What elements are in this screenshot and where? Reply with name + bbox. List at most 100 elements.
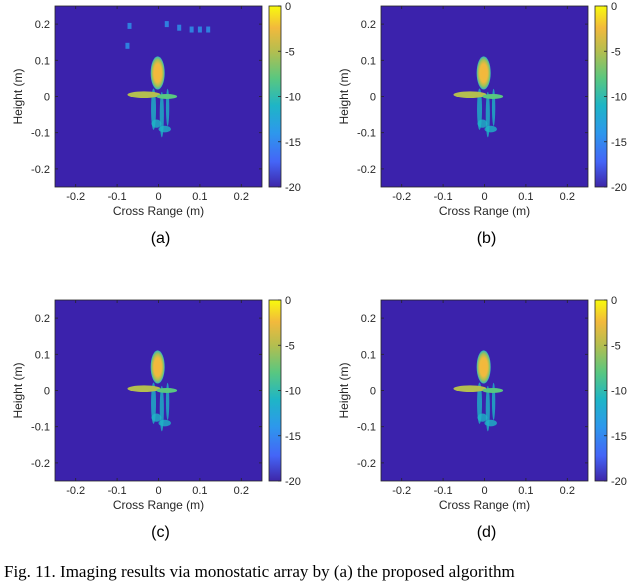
y-tick-label: 0 (44, 386, 50, 398)
y-tick-label: -0.2 (31, 164, 50, 176)
y-tick-label: 0 (370, 386, 376, 398)
echo-streak (151, 413, 162, 422)
y-tick-label: -0.2 (357, 164, 376, 176)
echo-arm (482, 94, 504, 99)
echo-arm (482, 388, 504, 393)
colorbar-tick-label: -5 (285, 46, 295, 58)
echo-arm (453, 91, 487, 99)
y-axis-label: Height (m) (337, 362, 351, 418)
target-image (127, 350, 178, 432)
x-tick-label: -0.1 (434, 485, 453, 497)
echo-streak (477, 413, 488, 422)
main-reflector (476, 350, 491, 384)
colorbar-tick-label: 0 (611, 1, 617, 13)
y-tick-label: 0.1 (35, 55, 50, 67)
subfigure-label: (a) (151, 230, 171, 247)
y-tick-label: 0 (370, 92, 376, 104)
y-axis-label: Height (m) (337, 68, 351, 124)
x-tick-label: 0 (155, 485, 161, 497)
x-tick-label: -0.2 (392, 485, 411, 497)
colorbar-tick-label: -5 (611, 46, 621, 58)
x-tick-label: 0 (155, 191, 161, 203)
x-tick-label: 0.2 (560, 191, 575, 203)
y-tick-label: 0.1 (361, 349, 376, 361)
figure-caption: Fig. 11. Imaging results via monostatic … (4, 562, 515, 581)
echo-streak (484, 419, 497, 427)
main-reflector (150, 56, 165, 90)
echo-arm (127, 385, 161, 393)
x-axis-label: Cross Range (m) (439, 204, 530, 218)
colorbar-tick-label: -15 (285, 431, 301, 443)
y-tick-label: -0.1 (357, 128, 376, 140)
clutter-point (189, 26, 194, 33)
colorbar-tick-label: -15 (611, 431, 627, 443)
colorbar-tick-label: 0 (611, 295, 617, 307)
colorbar-tick-label: -10 (285, 92, 301, 104)
clutter-point (164, 21, 169, 28)
panel-d: -0.2 -0.1 0 0.1 0.2 -0.2 -0.1 0 0.1 0.2 Cross Rang… (337, 295, 627, 541)
echo-streak (151, 119, 162, 128)
main-reflector (150, 350, 165, 384)
y-tick-label: 0.2 (361, 19, 376, 31)
target-image (453, 56, 504, 138)
x-tick-label: 0.1 (518, 485, 533, 497)
y-tick-label: 0.1 (361, 55, 376, 67)
y-tick-label: -0.2 (357, 458, 376, 470)
y-tick-label: -0.1 (31, 128, 50, 140)
panel-c: -0.2 -0.1 0 0.1 0.2 -0.2 -0.1 0 0.1 0.2 Cross Rang… (11, 295, 301, 541)
x-tick-label: 0.2 (234, 191, 249, 203)
colorbar-tick-label: -10 (611, 92, 627, 104)
x-tick-label: -0.1 (434, 191, 453, 203)
x-tick-label: -0.2 (66, 191, 85, 203)
echo-streak (158, 125, 171, 133)
clutter-point (127, 22, 132, 29)
x-tick-label: 0.2 (560, 485, 575, 497)
x-tick-label: 0 (481, 485, 487, 497)
echo-streak (158, 419, 171, 427)
clutter-point (197, 26, 202, 33)
echo-streak (151, 88, 157, 130)
x-tick-label: 0.1 (192, 191, 207, 203)
y-tick-label: 0.1 (35, 349, 50, 361)
colorbar-tick-label: -20 (285, 476, 301, 488)
x-axis-label: Cross Range (m) (439, 498, 530, 512)
colorbar-tick-label: 0 (285, 295, 291, 307)
sidelobe-clutter (125, 21, 211, 49)
echo-arm (453, 385, 487, 393)
y-tick-label: 0.2 (361, 313, 376, 325)
x-tick-label: 0.1 (518, 191, 533, 203)
x-tick-label: 0.2 (234, 485, 249, 497)
echo-streak (151, 382, 157, 424)
echo-streak (477, 119, 488, 128)
echo-streak (484, 125, 497, 133)
subfigure-label: (d) (477, 524, 497, 541)
y-axis-label: Height (m) (11, 68, 25, 124)
colorbar-tick-label: 0 (285, 1, 291, 13)
x-tick-label: -0.2 (392, 191, 411, 203)
main-reflector (476, 56, 491, 90)
colorbar-tick-label: -10 (285, 386, 301, 398)
clutter-point (125, 42, 130, 49)
colorbar-tick-label: -15 (611, 137, 627, 149)
y-tick-label: -0.2 (31, 458, 50, 470)
y-tick-label: 0.2 (35, 313, 50, 325)
target-image (127, 56, 178, 138)
x-axis-label: Cross Range (m) (113, 204, 204, 218)
echo-arm (156, 388, 178, 393)
colorbar-tick-label: -15 (285, 137, 301, 149)
colorbar-tick-label: -5 (611, 340, 621, 352)
x-tick-label: 0 (481, 191, 487, 203)
colorbar-tick-label: -20 (285, 182, 301, 194)
x-tick-label: -0.1 (108, 191, 127, 203)
panel-a: -0.2 -0.1 0 0.1 0.2 -0.2 -0.1 0 0.1 0.2 Cross Rang… (11, 1, 301, 247)
x-tick-label: -0.2 (66, 485, 85, 497)
y-tick-label: 0.2 (35, 19, 50, 31)
colorbar-tick-label: -20 (611, 476, 627, 488)
subfigure-label: (c) (151, 524, 170, 541)
y-axis-label: Height (m) (11, 362, 25, 418)
echo-streak (477, 88, 483, 130)
subfigure-label: (b) (477, 230, 497, 247)
x-tick-label: 0.1 (192, 485, 207, 497)
target-image (453, 350, 504, 432)
clutter-point (206, 26, 211, 33)
